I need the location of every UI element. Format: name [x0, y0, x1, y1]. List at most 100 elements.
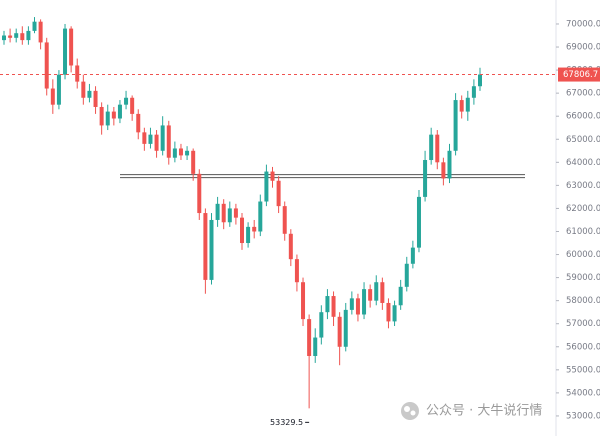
candle-body: [307, 319, 312, 356]
candle-body: [172, 148, 177, 158]
y-tick-label: 60000.0: [566, 250, 600, 260]
candle-body: [301, 282, 306, 320]
y-tick-label: 57000.0: [566, 319, 600, 329]
candle-body: [374, 282, 379, 301]
candle-body: [38, 21, 43, 43]
candle-body: [398, 286, 403, 306]
watermark-icon: [401, 402, 419, 420]
candle-body: [270, 171, 275, 181]
candle-body: [227, 208, 232, 223]
candle-body: [240, 217, 244, 244]
candle-body: [258, 201, 263, 232]
candle-body: [50, 88, 55, 105]
candle-body: [124, 97, 129, 105]
candle-body: [355, 298, 360, 315]
candle-body: [81, 81, 86, 98]
candle-body: [282, 206, 287, 234]
candle-body: [325, 296, 330, 313]
candle-body: [166, 125, 171, 158]
candle-body: [197, 173, 202, 214]
watermark: 公众号 · 大牛说行情: [401, 402, 542, 420]
y-tick-label: 64000.0: [566, 158, 600, 168]
candle-body: [471, 86, 476, 98]
candle-body: [148, 134, 153, 144]
candle-body: [386, 302, 391, 322]
candle-body: [142, 132, 147, 144]
candle-body: [215, 203, 220, 220]
candle-body: [276, 180, 281, 207]
candle-body: [87, 90, 92, 98]
candle-body: [423, 160, 428, 197]
candle-body: [221, 203, 226, 223]
y-tick-label: 59000.0: [566, 273, 600, 283]
candle-body: [20, 33, 25, 41]
candle-body: [26, 30, 31, 41]
candle-body: [203, 213, 208, 280]
watermark-text: 公众号 · 大牛说行情: [426, 404, 542, 419]
y-tick-label: 69000.0: [566, 43, 600, 53]
candle-body: [154, 134, 159, 151]
y-tick-label: 65000.0: [566, 135, 600, 145]
watermark-icon-dot: [404, 406, 410, 412]
candle-body: [63, 28, 68, 75]
candle-body: [93, 90, 98, 107]
candle-body: [447, 150, 452, 179]
last-price-tag: [558, 67, 600, 82]
low-label: 53329.5: [270, 418, 303, 427]
candle-body: [349, 298, 354, 310]
candle-body: [264, 171, 269, 202]
candle-body: [410, 247, 415, 264]
candle-body: [441, 162, 446, 179]
candle-body: [8, 35, 13, 38]
candle-body: [380, 282, 385, 303]
candle-body: [209, 219, 214, 280]
candle-body: [160, 125, 165, 151]
candle-body: [337, 316, 342, 347]
y-tick-label: 58000.0: [566, 296, 600, 306]
y-tick-label: 61000.0: [566, 227, 600, 237]
candle-body: [44, 42, 49, 89]
y-tick-label: 62000.0: [566, 204, 600, 214]
candle-body: [246, 226, 251, 244]
y-tick-label: 67000.0: [566, 89, 600, 99]
candle-body: [191, 150, 196, 174]
y-tick-label: 66000.0: [566, 112, 600, 122]
candle-body: [429, 134, 434, 161]
candle-body: [105, 111, 110, 126]
y-tick-label: 53000.0: [566, 411, 600, 421]
candle-body: [362, 289, 367, 315]
candle-body: [288, 233, 293, 260]
candle-body: [294, 259, 299, 283]
y-tick-label: 54000.0: [566, 388, 600, 398]
candle-body: [32, 21, 37, 31]
watermark-icon-dot: [410, 410, 416, 416]
candle-body: [252, 226, 257, 232]
y-tick-label: 70000.0: [566, 19, 600, 29]
candle-body: [117, 104, 122, 119]
candle-body: [185, 150, 190, 156]
candle-body: [136, 113, 141, 133]
candle-body: [130, 97, 135, 114]
candle-body: [465, 97, 470, 112]
candle-body: [392, 305, 397, 322]
candle-body: [313, 337, 318, 356]
candle-body: [178, 148, 183, 156]
last-price-label: 67806.7: [563, 70, 598, 80]
candle-body: [343, 309, 348, 347]
candle-body: [233, 208, 238, 218]
candle-body: [319, 312, 324, 338]
candle-body: [75, 65, 80, 82]
candle-body: [56, 74, 61, 105]
candle-body: [459, 100, 464, 112]
y-tick-label: 56000.0: [566, 342, 600, 352]
candle-body: [99, 106, 104, 126]
candle-body: [416, 196, 421, 248]
candle-body: [111, 111, 116, 119]
y-tick-label: 55000.0: [566, 365, 600, 375]
candle-body: [453, 100, 458, 151]
candle-body: [331, 296, 336, 317]
candle-body: [69, 28, 74, 66]
candle-body: [478, 74, 482, 87]
